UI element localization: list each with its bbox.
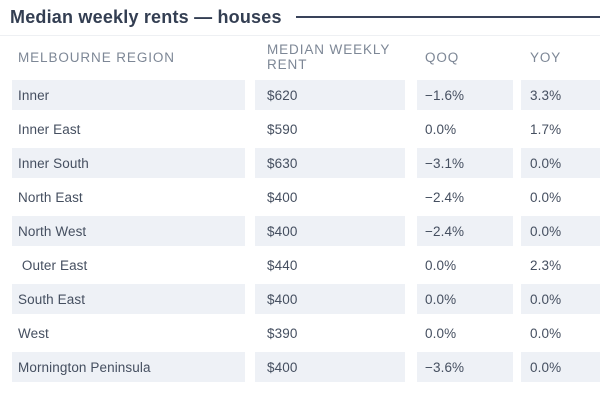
yoy-cell: 1.7%	[513, 114, 600, 144]
qoq-cell: 0.0%	[405, 114, 513, 144]
table-header-row: MELBOURNE REGION MEDIAN WEEKLY RENT QOQ …	[12, 40, 600, 76]
yoy-cell: 0.0%	[513, 318, 600, 348]
yoy-cell: 0.0%	[513, 284, 600, 314]
qoq-cell: 0.0%	[405, 284, 513, 314]
rent-cell: $590	[245, 114, 405, 144]
yoy-cell: 0.0%	[513, 182, 600, 212]
region-cell: North West	[12, 216, 245, 246]
table-row: North West $400 −2.4% 0.0%	[12, 216, 600, 246]
yoy-cell: 0.0%	[513, 216, 600, 246]
table-row: Inner South $630 −3.1% 0.0%	[12, 148, 600, 178]
title-rule	[295, 16, 600, 18]
region-cell: Outer East	[12, 250, 245, 280]
rent-cell: $620	[245, 80, 405, 110]
rent-cell: $630	[245, 148, 405, 178]
table-row: Inner East $590 0.0% 1.7%	[12, 114, 600, 144]
table-row: West $390 0.0% 0.0%	[12, 318, 600, 348]
page-title: Median weekly rents — houses	[10, 7, 282, 27]
rent-cell: $440	[245, 250, 405, 280]
title-row: Median weekly rents — houses	[0, 0, 600, 27]
table-row: Mornington Peninsula $400 −3.6% 0.0%	[12, 352, 600, 382]
qoq-cell: −3.1%	[405, 148, 513, 178]
median-rents-table: MELBOURNE REGION MEDIAN WEEKLY RENT QOQ …	[12, 36, 600, 386]
rent-cell: $400	[245, 352, 405, 382]
column-header-yoy: YOY	[513, 40, 600, 76]
qoq-cell: 0.0%	[405, 250, 513, 280]
rent-cell: $400	[245, 182, 405, 212]
column-header-rent: MEDIAN WEEKLY RENT	[245, 40, 405, 76]
region-cell: North East	[12, 182, 245, 212]
region-cell: Mornington Peninsula	[12, 352, 245, 382]
region-cell: Inner South	[12, 148, 245, 178]
table-row: North East $400 −2.4% 0.0%	[12, 182, 600, 212]
yoy-cell: 2.3%	[513, 250, 600, 280]
yoy-cell: 0.0%	[513, 148, 600, 178]
qoq-cell: −2.4%	[405, 182, 513, 212]
region-cell: West	[12, 318, 245, 348]
yoy-cell: 3.3%	[513, 80, 600, 110]
region-cell: South East	[12, 284, 245, 314]
region-cell: Inner East	[12, 114, 245, 144]
column-header-region: MELBOURNE REGION	[18, 49, 175, 65]
qoq-cell: 0.0%	[405, 318, 513, 348]
region-cell: Inner	[12, 80, 245, 110]
header-divider	[0, 35, 600, 36]
yoy-cell: 0.0%	[513, 352, 600, 382]
table-row: South East $400 0.0% 0.0%	[12, 284, 600, 314]
table-row: Outer East $440 0.0% 2.3%	[12, 250, 600, 280]
table-row: Inner $620 −1.6% 3.3%	[12, 80, 600, 110]
rent-cell: $390	[245, 318, 405, 348]
rent-cell: $400	[245, 284, 405, 314]
rent-cell: $400	[245, 216, 405, 246]
qoq-cell: −2.4%	[405, 216, 513, 246]
column-header-qoq: QOQ	[405, 40, 513, 76]
qoq-cell: −3.6%	[405, 352, 513, 382]
qoq-cell: −1.6%	[405, 80, 513, 110]
